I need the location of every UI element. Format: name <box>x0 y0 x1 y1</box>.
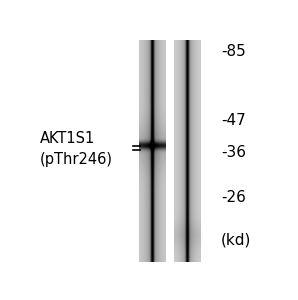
Text: AKT1S1: AKT1S1 <box>40 131 95 146</box>
Text: (kd): (kd) <box>221 233 251 248</box>
Text: -26: -26 <box>221 190 246 205</box>
Text: -36: -36 <box>221 145 246 160</box>
Text: -47: -47 <box>221 113 246 128</box>
Text: (pThr246): (pThr246) <box>40 152 113 167</box>
Text: -85: -85 <box>221 44 246 59</box>
